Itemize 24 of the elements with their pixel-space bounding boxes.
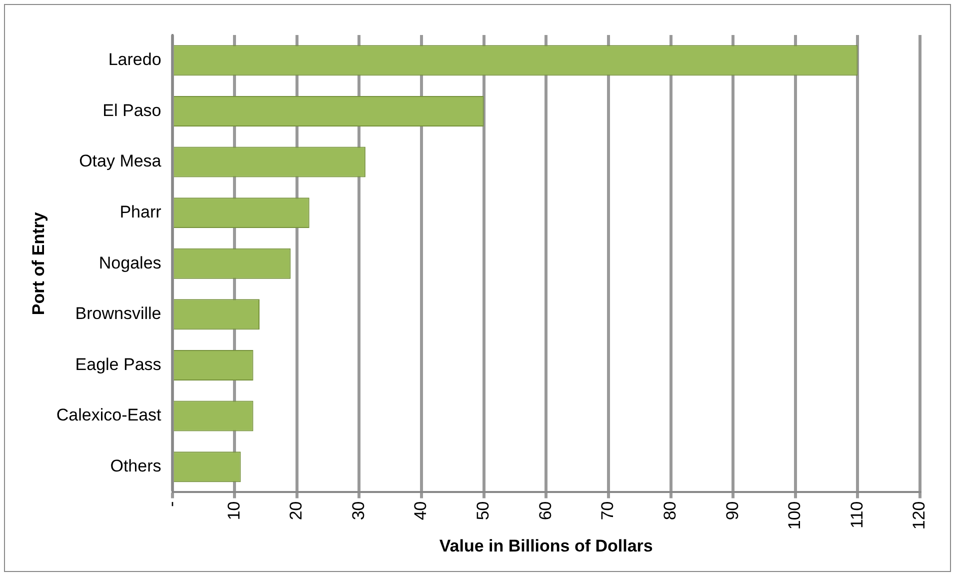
x-tick-label: 30 — [348, 501, 368, 520]
y-tick-label: Nogales — [98, 253, 162, 272]
y-tick-label: Calexico-East — [56, 406, 162, 425]
x-tick-label: 40 — [411, 501, 430, 520]
x-tick-label: - — [162, 501, 181, 507]
x-tick-label: 110 — [847, 501, 866, 528]
y-tick-label: Laredo — [108, 50, 162, 70]
x-tick-label: 70 — [598, 501, 618, 520]
y-tick-label: Brownsville — [75, 304, 162, 324]
y-tick-label: El Paso — [102, 100, 162, 120]
x-tick-label: 50 — [474, 501, 493, 520]
x-axis-title: Value in Billions of Dollars — [439, 536, 653, 556]
x-tick-label: 80 — [660, 501, 680, 520]
y-axis-title: Port of Entry — [28, 212, 48, 316]
x-tick-label: 20 — [286, 501, 306, 520]
y-tick-label: Otay Mesa — [79, 152, 162, 171]
y-tick-label: Eagle Pass — [75, 354, 162, 374]
y-tick-label: Others — [110, 456, 162, 476]
y-tick-label: Pharr — [120, 202, 162, 222]
x-tick-label: 90 — [722, 501, 742, 520]
x-tick-label: 100 — [785, 501, 804, 530]
x-tick-label: 120 — [910, 501, 929, 530]
x-tick-label: 60 — [536, 501, 555, 520]
x-tick-label: 10 — [224, 501, 244, 520]
